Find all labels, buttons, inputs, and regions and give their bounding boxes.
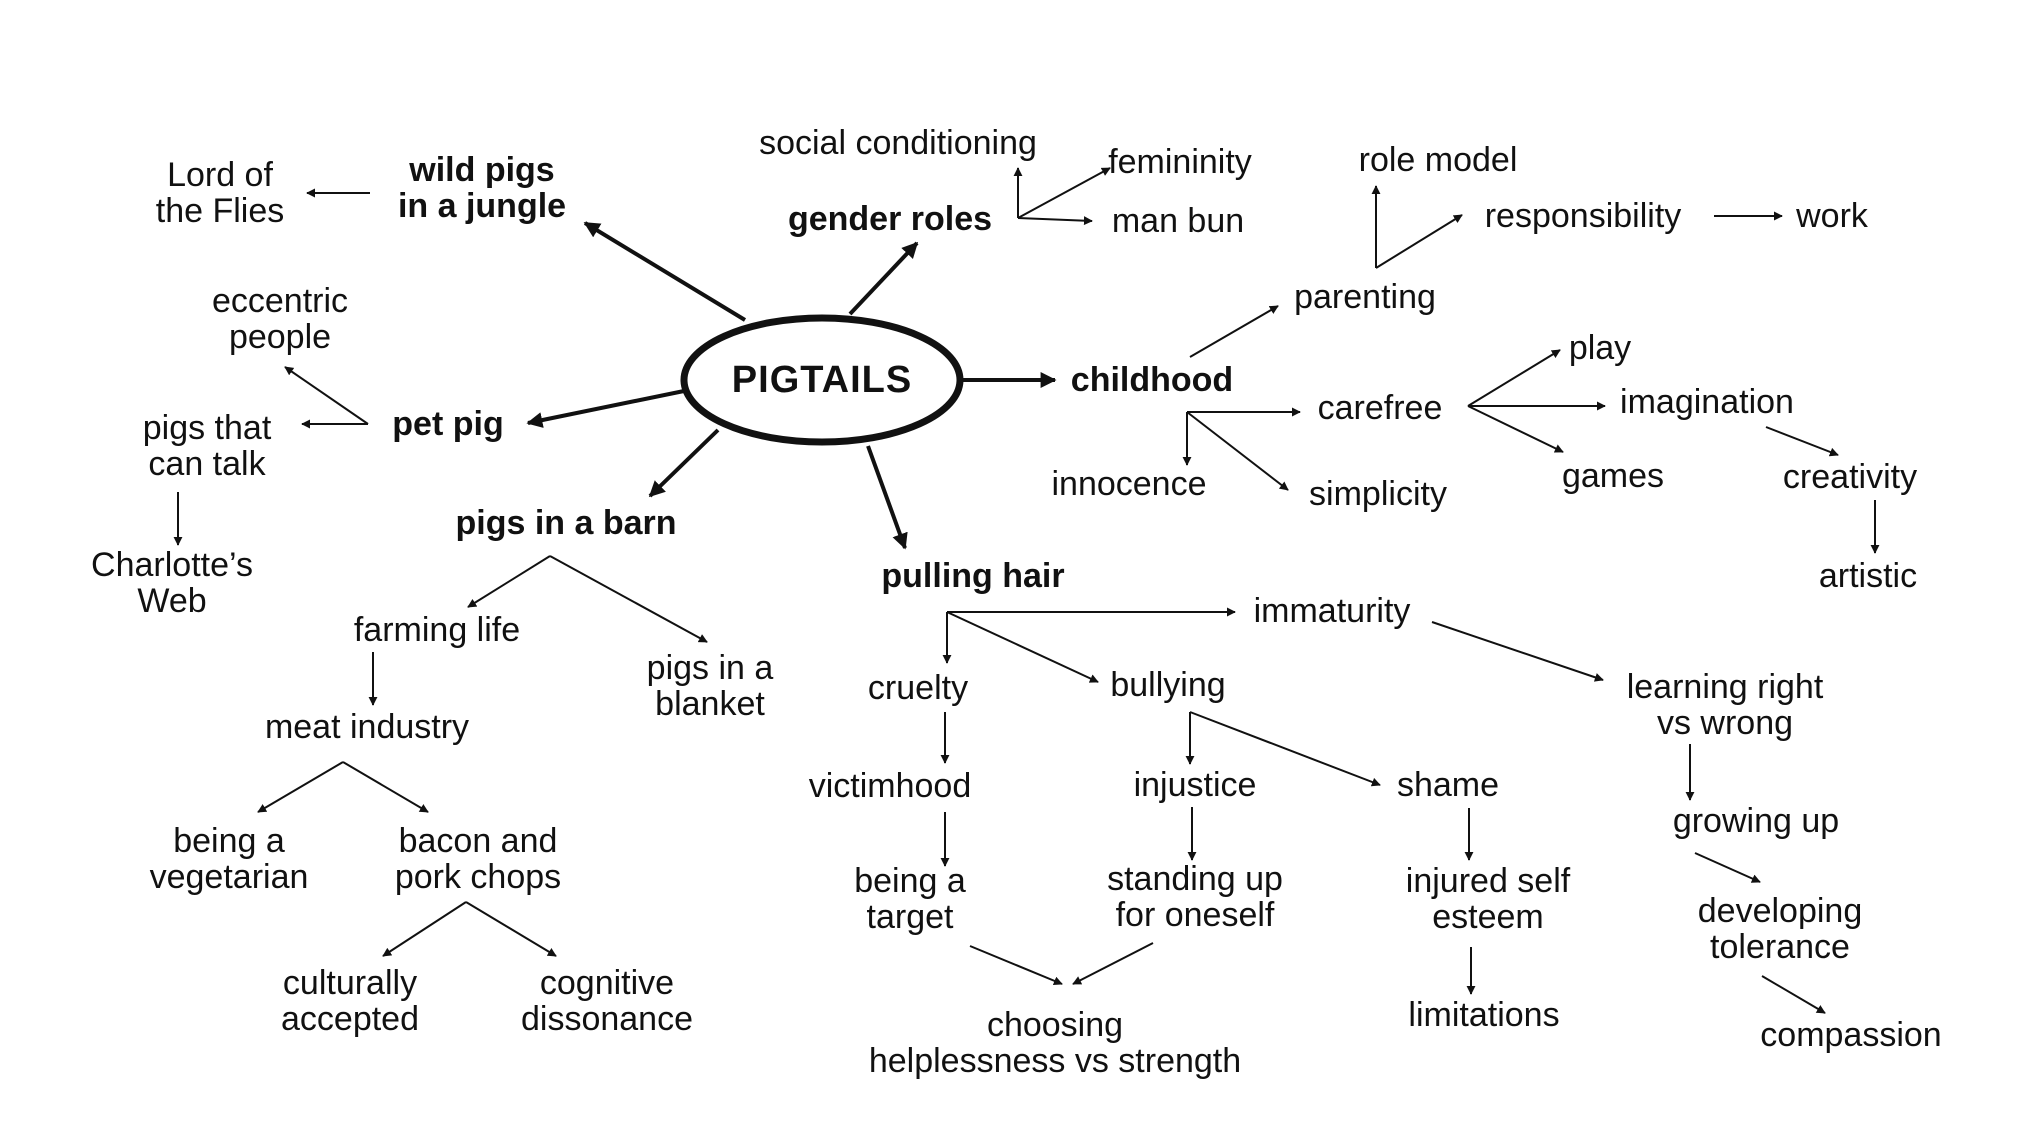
node-developing-tolerance: developing tolerance bbox=[1697, 892, 1863, 966]
topic-gender-roles: gender roles bbox=[787, 200, 993, 238]
connector-arrow bbox=[1017, 167, 1111, 219]
connector-arrow bbox=[382, 901, 467, 957]
connector-arrow bbox=[1467, 349, 1561, 407]
connector-arrow bbox=[1072, 942, 1154, 985]
node-play: play bbox=[1568, 329, 1632, 367]
node-artistic: artistic bbox=[1818, 557, 1918, 595]
topic-pulling-hair: pulling hair bbox=[881, 557, 1065, 595]
connector-arrow bbox=[969, 945, 1063, 986]
connector-arrow bbox=[342, 761, 429, 813]
arrow-to-pigs-in-barn bbox=[648, 428, 720, 498]
arrow-to-pulling-hair bbox=[866, 445, 908, 550]
connector-arrow bbox=[1431, 621, 1604, 682]
central-node-ellipse bbox=[680, 314, 964, 446]
connector-arrow bbox=[1765, 426, 1839, 457]
node-role-model: role model bbox=[1358, 141, 1518, 179]
connector-arrow bbox=[1761, 975, 1826, 1014]
topic-wild-pigs: wild pigs in a jungle bbox=[397, 151, 567, 225]
node-innocence: innocence bbox=[1051, 465, 1207, 503]
node-injustice: injustice bbox=[1133, 766, 1257, 804]
node-choosing-helplessness-vs-strength: choosing helplessness vs strength bbox=[868, 1006, 1242, 1080]
node-femininity: femininity bbox=[1108, 143, 1252, 181]
node-being-a-target: being a target bbox=[854, 862, 966, 936]
arrow-to-gender-roles bbox=[848, 241, 919, 316]
node-cruelty: cruelty bbox=[867, 669, 969, 707]
node-carefree: carefree bbox=[1317, 389, 1443, 427]
node-farming-life: farming life bbox=[353, 611, 521, 649]
connector-arrow bbox=[1467, 405, 1564, 453]
node-imagination: imagination bbox=[1620, 383, 1794, 421]
node-shame: shame bbox=[1396, 766, 1500, 804]
node-being-a-vegetarian: being a vegetarian bbox=[149, 822, 309, 896]
node-meat-industry: meat industry bbox=[264, 708, 470, 746]
node-pigs-in-a-blanket: pigs in a blanket bbox=[646, 649, 774, 723]
node-injured-self-esteem: injured self esteem bbox=[1405, 862, 1571, 936]
connector-arrow bbox=[946, 611, 1099, 683]
connector-arrow bbox=[1375, 214, 1463, 269]
connector-arrow bbox=[1017, 216, 1093, 226]
node-parenting: parenting bbox=[1294, 278, 1436, 316]
arrow-to-pet-pig bbox=[526, 389, 685, 428]
node-responsibility: responsibility bbox=[1484, 197, 1682, 235]
node-pigs-that-can-talk: pigs that can talk bbox=[142, 409, 272, 483]
node-immaturity: immaturity bbox=[1253, 592, 1411, 630]
node-victimhood: victimhood bbox=[808, 767, 972, 805]
node-games: games bbox=[1561, 457, 1665, 495]
node-social-conditioning: social conditioning bbox=[759, 124, 1037, 162]
arrow-to-wild-pigs bbox=[583, 221, 747, 322]
connector-arrow bbox=[1186, 411, 1289, 491]
node-charlottes-web: Charlotte’s Web bbox=[91, 546, 253, 620]
node-simplicity: simplicity bbox=[1309, 475, 1447, 513]
node-compassion: compassion bbox=[1760, 1016, 1942, 1054]
connector-arrow bbox=[1189, 711, 1381, 787]
central-node-label: PIGTAILS bbox=[731, 359, 913, 401]
connector-arrow bbox=[284, 366, 369, 425]
connector-arrow bbox=[465, 901, 557, 957]
connector-arrow bbox=[257, 761, 344, 813]
node-growing-up: growing up bbox=[1672, 802, 1840, 840]
node-eccentric-people: eccentric people bbox=[211, 282, 349, 356]
connector-arrow bbox=[549, 555, 708, 643]
connector-arrow bbox=[467, 555, 551, 608]
node-standing-up-for-oneself: standing up for oneself bbox=[1107, 860, 1283, 934]
node-work: work bbox=[1796, 197, 1868, 235]
node-bullying: bullying bbox=[1110, 666, 1226, 704]
node-creativity: creativity bbox=[1782, 458, 1918, 496]
connector-arrow bbox=[1694, 852, 1761, 883]
connector-arrow bbox=[1189, 305, 1279, 358]
topic-pet-pig: pet pig bbox=[392, 405, 504, 443]
topic-childhood: childhood bbox=[1070, 361, 1234, 399]
node-cognitive-dissonance: cognitive dissonance bbox=[520, 964, 694, 1038]
node-man-bun: man bun bbox=[1111, 202, 1245, 240]
node-limitations: limitations bbox=[1408, 996, 1560, 1034]
node-learning-right-vs-wrong: learning right vs wrong bbox=[1626, 668, 1824, 742]
node-culturally-accepted: culturally accepted bbox=[281, 964, 419, 1038]
topic-pigs-in-barn: pigs in a barn bbox=[455, 504, 677, 542]
node-bacon-and-pork-chops: bacon and pork chops bbox=[394, 822, 562, 896]
node-lord-of-the-flies: Lord of the Flies bbox=[155, 156, 285, 230]
